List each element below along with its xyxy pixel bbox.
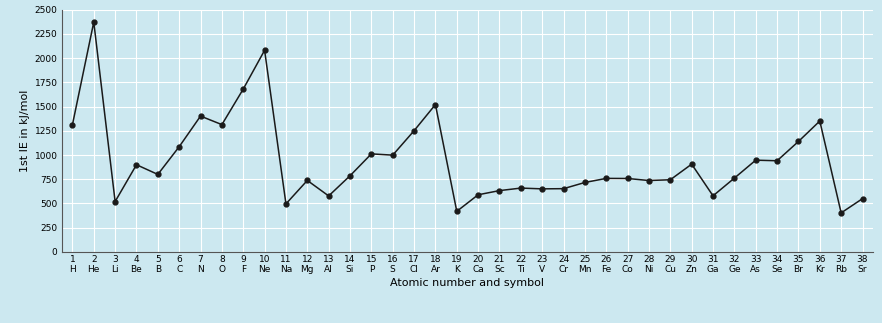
Y-axis label: 1st IE in kJ/mol: 1st IE in kJ/mol [20,89,30,172]
X-axis label: Atomic number and symbol: Atomic number and symbol [391,278,544,288]
